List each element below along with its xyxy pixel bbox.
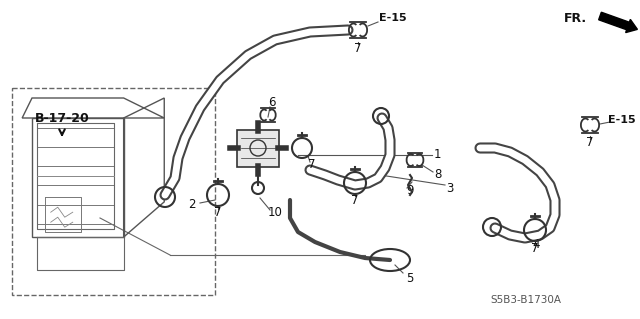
Text: 3: 3 bbox=[446, 182, 454, 195]
Text: E-15: E-15 bbox=[379, 13, 407, 23]
Text: 7: 7 bbox=[586, 137, 594, 150]
Text: 7: 7 bbox=[531, 241, 539, 255]
Text: S5B3-B1730A: S5B3-B1730A bbox=[490, 295, 561, 305]
FancyArrow shape bbox=[598, 12, 637, 33]
Text: 8: 8 bbox=[435, 168, 442, 182]
Text: 1: 1 bbox=[433, 149, 441, 161]
Text: 9: 9 bbox=[406, 183, 413, 197]
Text: 7: 7 bbox=[355, 41, 362, 55]
Text: 10: 10 bbox=[268, 206, 282, 219]
Text: B-17-20: B-17-20 bbox=[35, 112, 90, 124]
Text: 6: 6 bbox=[268, 95, 276, 108]
Text: 5: 5 bbox=[406, 271, 413, 285]
Text: 2: 2 bbox=[188, 198, 196, 211]
Text: 7: 7 bbox=[308, 159, 316, 172]
Text: 4: 4 bbox=[532, 239, 540, 251]
Text: E-15: E-15 bbox=[608, 115, 636, 125]
FancyBboxPatch shape bbox=[237, 130, 279, 167]
Text: 7: 7 bbox=[214, 206, 221, 219]
Text: FR.: FR. bbox=[563, 11, 587, 25]
Text: 7: 7 bbox=[351, 194, 359, 206]
